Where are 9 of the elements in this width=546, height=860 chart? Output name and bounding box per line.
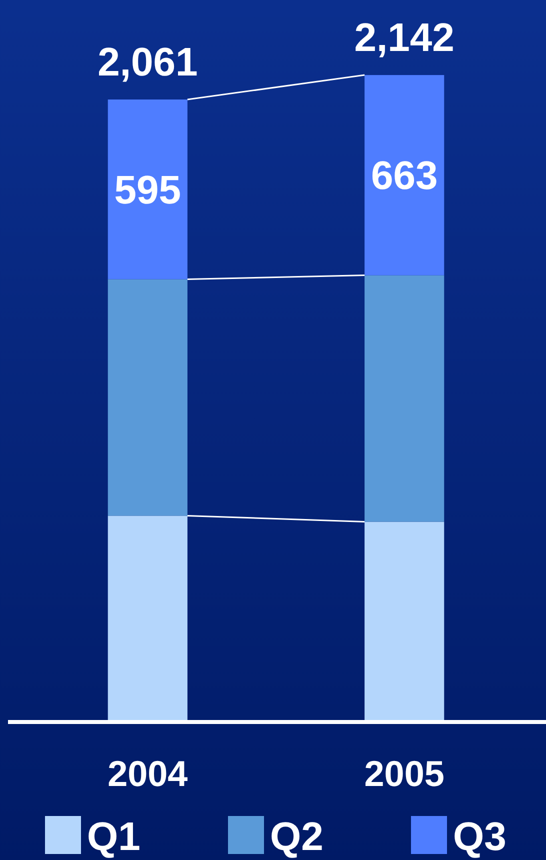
total-label: 2,142 bbox=[354, 16, 454, 60]
x-tick-label: 2005 bbox=[364, 753, 444, 794]
data-label: 663 bbox=[370, 154, 438, 198]
data-label: 595 bbox=[114, 168, 182, 212]
x-tick-label: 2004 bbox=[108, 753, 188, 794]
legend-label: Q2 bbox=[270, 815, 324, 859]
total-label: 2,061 bbox=[98, 40, 198, 85]
legend-label: Q1 bbox=[87, 815, 140, 859]
legend-label: Q3 bbox=[453, 815, 506, 859]
